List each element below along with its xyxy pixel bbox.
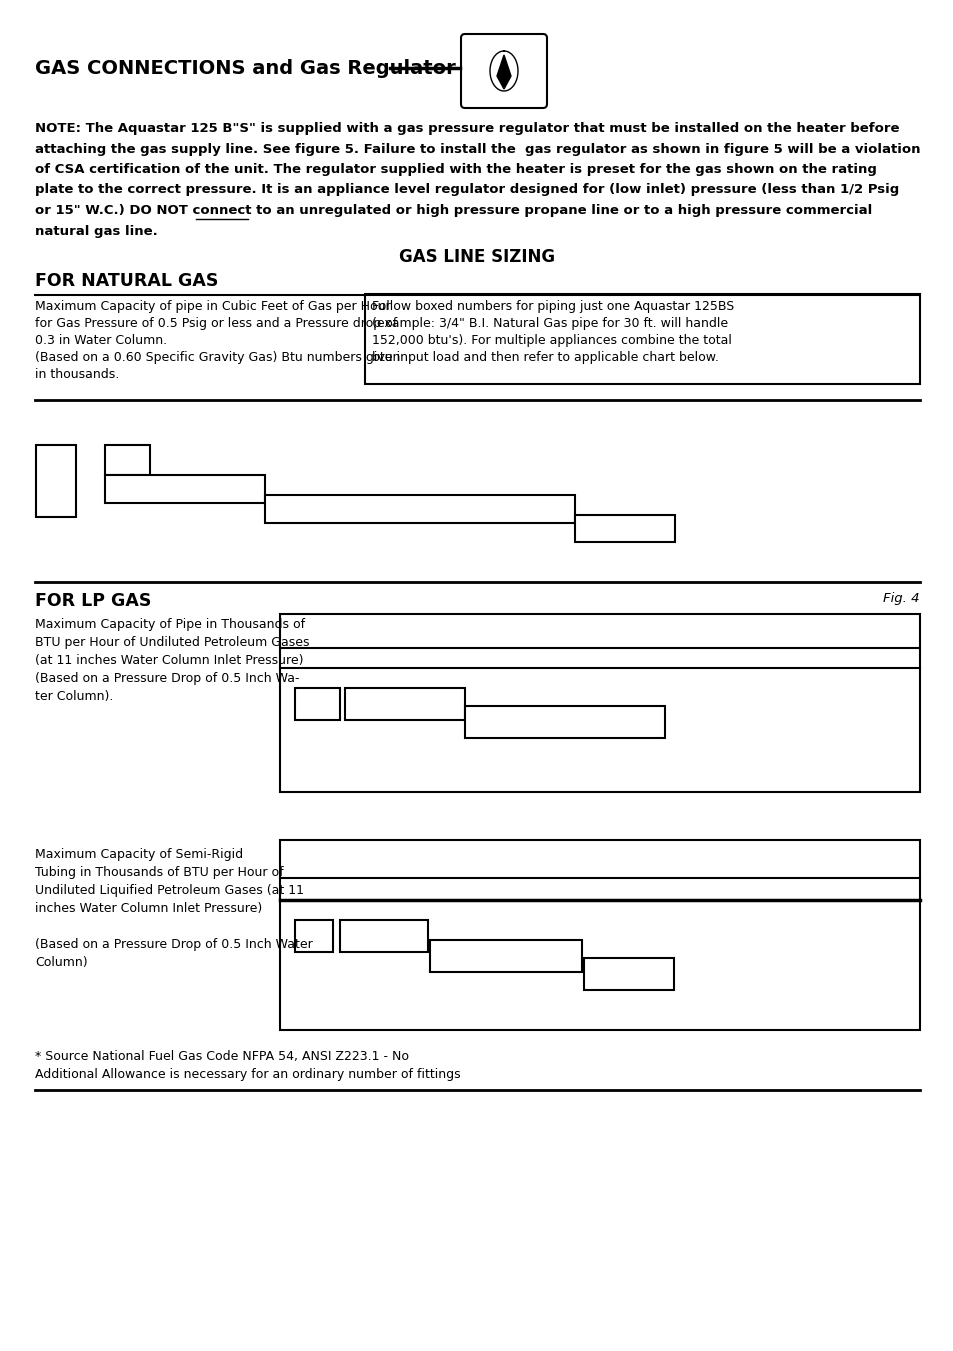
Text: for Gas Pressure of 0.5 Psig or less and a Pressure drop of: for Gas Pressure of 0.5 Psig or less and… [35, 317, 396, 330]
Text: GAS CONNECTIONS and Gas Regulator: GAS CONNECTIONS and Gas Regulator [35, 58, 456, 77]
Text: Undiluted Liquified Petroleum Gases (at 11: Undiluted Liquified Petroleum Gases (at … [35, 884, 304, 897]
Text: Maximum Capacity of pipe in Cubic Feet of Gas per Hour: Maximum Capacity of pipe in Cubic Feet o… [35, 300, 390, 313]
Bar [583, 958, 673, 990]
Text: Tubing in Thousands of BTU per Hour of: Tubing in Thousands of BTU per Hour of [35, 866, 283, 880]
Text: BTU per Hour of Undiluted Petroleum Gases: BTU per Hour of Undiluted Petroleum Gase… [35, 636, 309, 648]
Bar [339, 920, 428, 952]
Text: or 15" W.C.) DO NOT connect to an unregulated or high pressure propane line or t: or 15" W.C.) DO NOT connect to an unregu… [35, 204, 871, 218]
Polygon shape [497, 55, 511, 89]
Text: Additional Allowance is necessary for an ordinary number of fittings: Additional Allowance is necessary for an… [35, 1069, 460, 1081]
Text: natural gas line.: natural gas line. [35, 224, 157, 238]
Bar [265, 494, 575, 523]
Bar [575, 515, 675, 542]
Text: FOR NATURAL GAS: FOR NATURAL GAS [35, 272, 218, 290]
Text: attaching the gas supply line. See figure 5. Failure to install the  gas regulat: attaching the gas supply line. See figur… [35, 142, 920, 155]
Text: GAS LINE SIZING: GAS LINE SIZING [398, 249, 555, 266]
Bar [280, 613, 919, 792]
Text: (Based on a 0.60 Specific Gravity Gas) Btu numbers given: (Based on a 0.60 Specific Gravity Gas) B… [35, 351, 400, 363]
Bar [294, 920, 333, 952]
Bar [294, 688, 339, 720]
Text: Maximum Capacity of Semi-Rigid: Maximum Capacity of Semi-Rigid [35, 848, 243, 861]
Text: * Source National Fuel Gas Code NFPA 54, ANSI Z223.1 - No: * Source National Fuel Gas Code NFPA 54,… [35, 1050, 409, 1063]
Text: (Based on a Pressure Drop of 0.5 Inch Water: (Based on a Pressure Drop of 0.5 Inch Wa… [35, 938, 313, 951]
Text: btu input load and then refer to applicable chart below.: btu input load and then refer to applica… [372, 351, 719, 363]
Text: plate to the correct pressure. It is an appliance level regulator designed for (: plate to the correct pressure. It is an … [35, 184, 899, 196]
Text: FOR LP GAS: FOR LP GAS [35, 592, 152, 611]
Text: Fig. 4: Fig. 4 [882, 592, 919, 605]
Text: (at 11 inches Water Column Inlet Pressure): (at 11 inches Water Column Inlet Pressur… [35, 654, 303, 667]
Text: 152,000 btu's). For multiple appliances combine the total: 152,000 btu's). For multiple appliances … [372, 334, 731, 347]
Text: Column): Column) [35, 957, 88, 969]
Bar [36, 444, 76, 517]
Text: NOTE: The Aquastar 125 B"S" is supplied with a gas pressure regulator that must : NOTE: The Aquastar 125 B"S" is supplied … [35, 122, 899, 135]
Text: in thousands.: in thousands. [35, 367, 119, 381]
Text: ter Column).: ter Column). [35, 690, 113, 703]
Bar [365, 295, 919, 384]
FancyBboxPatch shape [460, 34, 546, 108]
Text: Maximum Capacity of Pipe in Thousands of: Maximum Capacity of Pipe in Thousands of [35, 617, 305, 631]
Text: (Based on a Pressure Drop of 0.5 Inch Wa-: (Based on a Pressure Drop of 0.5 Inch Wa… [35, 671, 299, 685]
Bar [464, 707, 664, 738]
Text: Follow boxed numbers for piping just one Aquastar 125BS: Follow boxed numbers for piping just one… [372, 300, 734, 313]
Bar [280, 840, 919, 1029]
Text: inches Water Column Inlet Pressure): inches Water Column Inlet Pressure) [35, 902, 262, 915]
Bar [105, 444, 150, 476]
Text: of CSA certification of the unit. The regulator supplied with the heater is pres: of CSA certification of the unit. The re… [35, 163, 876, 176]
Text: (example: 3/4" B.I. Natural Gas pipe for 30 ft. will handle: (example: 3/4" B.I. Natural Gas pipe for… [372, 317, 727, 330]
Bar [345, 688, 464, 720]
Text: 0.3 in Water Column.: 0.3 in Water Column. [35, 334, 167, 347]
Bar [430, 940, 581, 971]
Bar [105, 476, 265, 503]
